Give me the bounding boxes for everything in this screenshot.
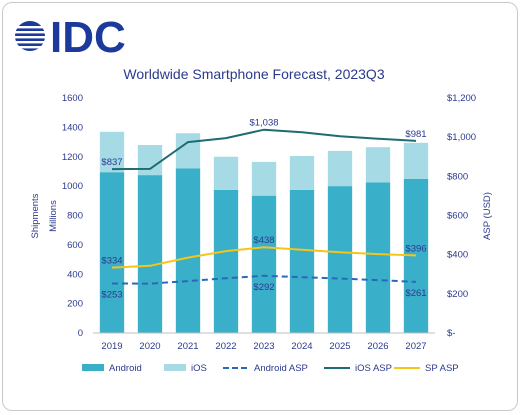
idc-logo-text: IDC	[50, 13, 126, 62]
idc-globe-icon	[14, 21, 46, 51]
legend-label: iOS ASP	[355, 363, 392, 374]
y-right-tick-label: $-	[447, 328, 455, 339]
data-label-ios-asp: $1,038	[249, 118, 278, 129]
y-right-tick-label: $600	[447, 211, 468, 222]
legend-label: iOS	[191, 363, 207, 374]
y-left-axis-title: Shipments	[30, 193, 41, 238]
y-right-tick-label: $1,000	[447, 132, 476, 143]
bar-android	[251, 195, 277, 333]
y-left-tick-label: 800	[67, 211, 83, 222]
bar-android	[327, 186, 353, 333]
x-tick-label: 2026	[367, 341, 388, 352]
data-label-sp-asp: $334	[101, 256, 122, 267]
x-tick-label: 2020	[139, 341, 160, 352]
data-label-android-asp: $261	[405, 288, 426, 299]
data-label-sp-asp: $438	[253, 235, 274, 246]
data-label-ios-asp: $837	[101, 157, 122, 168]
y-left-axis-subtitle: Millions	[48, 200, 59, 232]
y-right-tick-label: $800	[447, 171, 468, 182]
bar-ios	[289, 156, 315, 190]
legend-label: Android ASP	[254, 363, 308, 374]
bar-ios	[403, 142, 429, 179]
idc-logo: IDC	[14, 13, 126, 62]
bar-android	[289, 189, 315, 333]
data-label-android-asp: $253	[101, 289, 122, 300]
bar-android	[213, 189, 239, 333]
x-tick-label: 2025	[329, 341, 350, 352]
y-left-tick-label: 0	[78, 328, 83, 339]
x-tick-label: 2023	[253, 341, 274, 352]
data-label-ios-asp: $981	[405, 129, 426, 140]
bar-android	[175, 168, 201, 333]
y-left-tick-label: 200	[67, 299, 83, 310]
y-left-tick-label: 400	[67, 269, 83, 280]
x-tick-label: 2019	[101, 341, 122, 352]
x-tick-label: 2027	[405, 341, 426, 352]
legend-swatch	[164, 364, 186, 371]
legend-label: SP ASP	[425, 363, 459, 374]
legend-label: Android	[109, 363, 142, 374]
chart-title: Worldwide Smartphone Forecast, 2023Q3	[123, 66, 384, 82]
y-left-tick-label: 600	[67, 240, 83, 251]
legend-swatch	[82, 364, 104, 371]
bar-ios	[175, 133, 201, 169]
y-right-tick-label: $1,200	[447, 93, 476, 104]
line-sp-asp	[111, 246, 417, 269]
bar-ios	[365, 147, 391, 183]
bar-ios	[327, 150, 353, 187]
y-left-tick-label: 1400	[62, 122, 83, 133]
bar-ios	[137, 145, 163, 176]
y-right-tick-label: $400	[447, 250, 468, 261]
data-label-sp-asp: $396	[405, 243, 426, 254]
plot-area: 0 200 400 600 800 1000 1200 1400 1600 $- $200 $400 $…	[30, 93, 493, 352]
y-left-tick-label: 1200	[62, 152, 83, 163]
line-android-asp	[111, 274, 417, 285]
x-tick-label: 2021	[177, 341, 198, 352]
legend: Android iOS Android ASP iOS ASP SP ASP	[82, 363, 459, 374]
bar-android	[137, 175, 163, 333]
x-tick-label: 2022	[215, 341, 236, 352]
bar-android	[99, 172, 125, 333]
y-left-tick-label: 1600	[62, 93, 83, 104]
x-tick-label: 2024	[291, 341, 312, 352]
data-label-android-asp: $292	[253, 282, 274, 293]
y-left-tick-label: 1000	[62, 181, 83, 192]
bar-ios	[213, 156, 239, 190]
line-ios-asp	[111, 128, 417, 171]
y-right-axis-title: ASP (USD)	[482, 192, 493, 240]
y-right-tick-label: $200	[447, 289, 468, 300]
bar-ios	[99, 131, 125, 173]
bar-ios	[251, 161, 277, 196]
bar-android	[365, 182, 391, 333]
